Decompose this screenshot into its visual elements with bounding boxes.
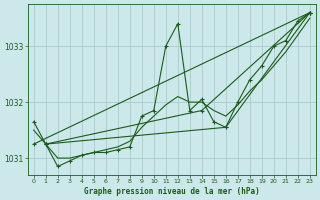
X-axis label: Graphe pression niveau de la mer (hPa): Graphe pression niveau de la mer (hPa) [84, 187, 260, 196]
